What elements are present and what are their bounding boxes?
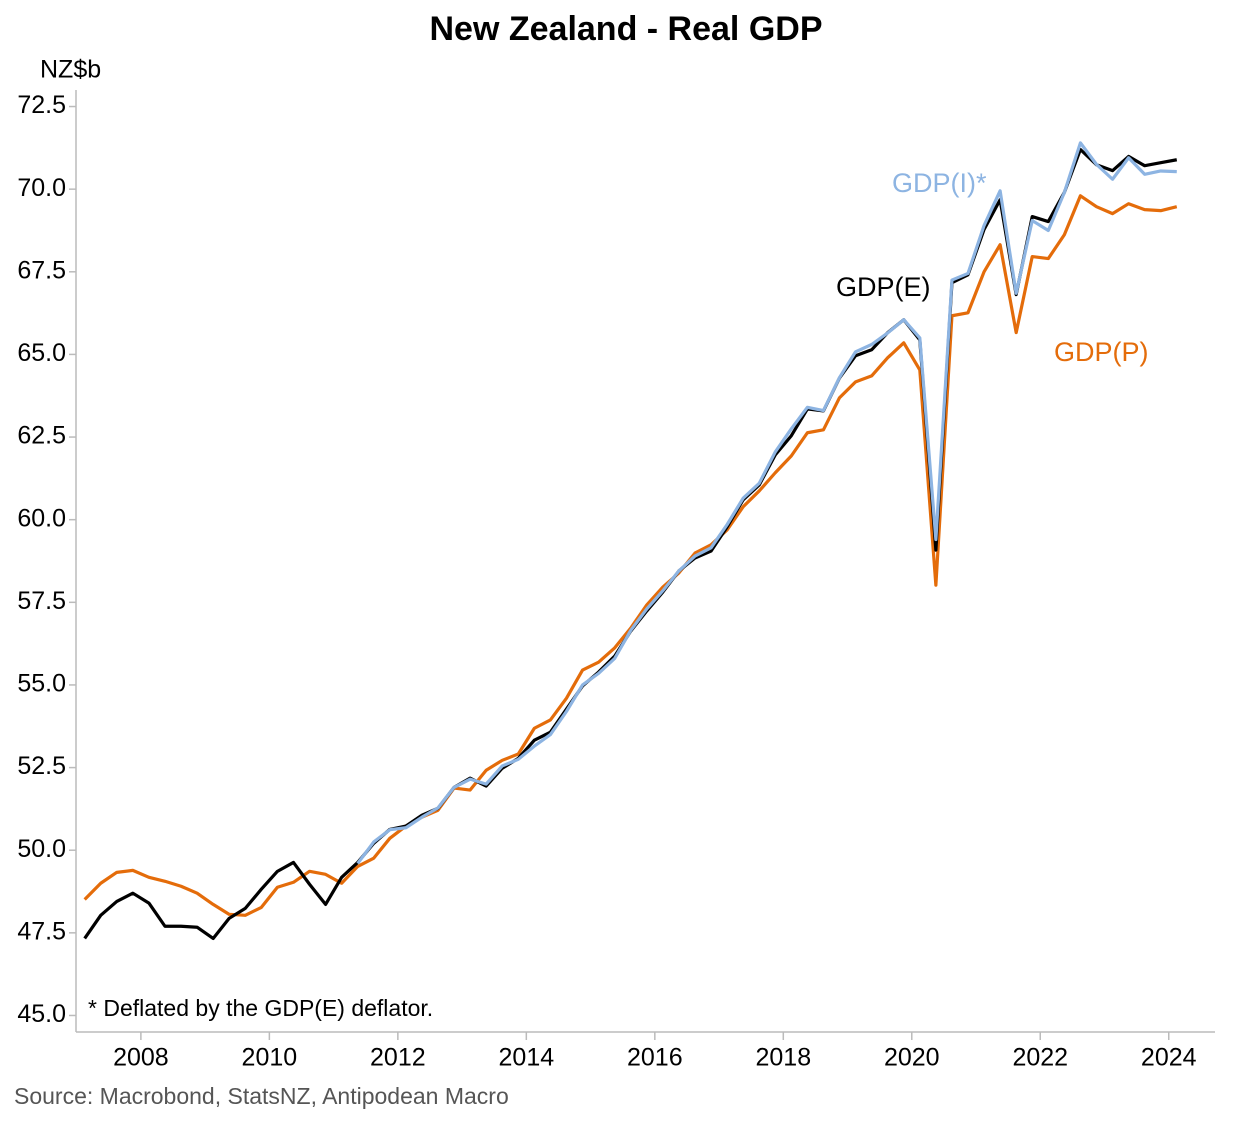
- x-tick-label: 2022: [1012, 1044, 1068, 1072]
- series-annotation: GDP(I)*: [892, 168, 987, 198]
- x-tick-label: 2024: [1141, 1044, 1197, 1072]
- y-tick-label: 55.0: [17, 670, 66, 698]
- y-tick-label: 72.5: [17, 91, 66, 119]
- y-tick-label: 62.5: [17, 422, 66, 450]
- x-tick-label: 2018: [755, 1044, 811, 1072]
- y-axis-label: NZ$b: [40, 56, 101, 84]
- series-annotation: GDP(P): [1054, 337, 1149, 367]
- series-annotation: GDP(E): [836, 272, 931, 302]
- y-tick-label: 70.0: [17, 174, 66, 202]
- x-tick-label: 2008: [113, 1044, 169, 1072]
- y-tick-label: 60.0: [17, 504, 66, 532]
- y-tick-label: 52.5: [17, 752, 66, 780]
- y-tick-label: 45.0: [17, 1000, 66, 1028]
- x-tick-label: 2020: [884, 1044, 940, 1072]
- x-tick-label: 2016: [627, 1044, 683, 1072]
- y-tick-label: 57.5: [17, 587, 66, 615]
- x-tick-label: 2014: [499, 1044, 555, 1072]
- footnote: * Deflated by the GDP(E) deflator.: [88, 995, 433, 1021]
- line-series: [356, 141, 1177, 865]
- source: Source: Macrobond, StatsNZ, Antipodean M…: [14, 1083, 509, 1109]
- y-tick-label: 50.0: [17, 835, 66, 863]
- y-tick-label: 65.0: [17, 339, 66, 367]
- x-tick-label: 2012: [370, 1044, 426, 1072]
- line-series: [83, 194, 1178, 917]
- chart-title: New Zealand - Real GDP: [430, 10, 823, 48]
- x-tick-label: 2010: [242, 1044, 298, 1072]
- y-tick-label: 47.5: [17, 917, 66, 945]
- y-tick-label: 67.5: [17, 256, 66, 284]
